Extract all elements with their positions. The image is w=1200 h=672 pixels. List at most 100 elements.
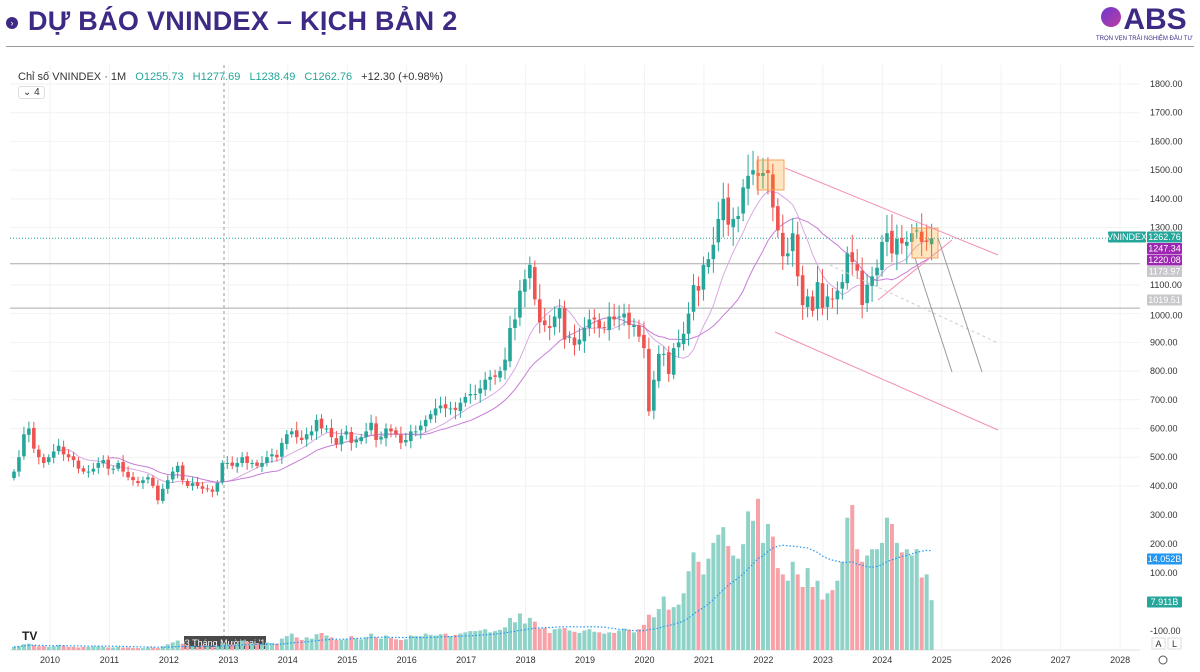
candle-body (230, 462, 235, 466)
candle-body (319, 418, 324, 429)
candle-body (642, 334, 646, 349)
y-tick-label: 600.00 (1150, 424, 1178, 434)
candle-body (448, 408, 453, 410)
volume-bar (448, 636, 453, 650)
candle-body (785, 253, 790, 257)
volume-bar (517, 613, 522, 650)
volume-bar (741, 544, 746, 650)
volume-bar (865, 555, 870, 650)
x-tick-label: 2026 (991, 655, 1011, 665)
volume-bar (751, 520, 756, 650)
candle-body (51, 451, 56, 458)
candle-body (761, 173, 765, 176)
volume-bar (324, 635, 329, 650)
candle-body (329, 427, 334, 438)
candle-body (716, 218, 721, 243)
candle-body (890, 230, 894, 254)
candle-body (919, 231, 924, 242)
volume-bar (508, 617, 512, 650)
candle-body (696, 286, 701, 291)
candle-body (860, 270, 864, 306)
volume-bar (557, 628, 562, 650)
candle-body (96, 462, 101, 468)
candle-body (12, 471, 16, 479)
ohlc-close: C1262.76 (304, 71, 353, 83)
symbol-label[interactable]: Chỉ số VNINDEX · 1M (18, 71, 127, 83)
volume-bar (230, 644, 235, 650)
volume-bar (215, 646, 220, 650)
candle-body (255, 462, 259, 466)
candle-body (572, 337, 577, 346)
volume-bar (200, 645, 205, 650)
candle-body (552, 316, 557, 328)
x-tick-label: 2016 (397, 655, 417, 665)
x-tick-label: 2025 (932, 655, 952, 665)
x-tick-label: 2013 (218, 655, 238, 665)
volume-bar (875, 549, 880, 650)
candle-body (468, 394, 473, 396)
volume-bar (16, 646, 21, 650)
volume-ma-line (13, 544, 932, 648)
volume-bar (364, 637, 369, 650)
candle-body (91, 468, 96, 472)
x-tick-label: 2023 (813, 655, 833, 665)
candle-body (151, 477, 155, 486)
volume-bar (41, 646, 46, 650)
candle-body (418, 425, 423, 431)
volume-bar (334, 639, 339, 650)
volume-bar (884, 517, 889, 650)
moving-average-line (58, 190, 932, 484)
volume-bar (582, 630, 587, 650)
candle-body (602, 327, 607, 329)
candle-body (399, 434, 403, 443)
y-tick-label: 1600.00 (1150, 136, 1183, 146)
candle-body (235, 462, 239, 467)
candle-body (597, 320, 602, 329)
volume-bar (131, 648, 136, 650)
candle-body (790, 233, 795, 252)
volume-bar (473, 631, 478, 650)
bullet-icon: › (6, 17, 18, 29)
candle-body (567, 336, 572, 338)
volume-bar (413, 636, 418, 650)
candle-body (830, 298, 835, 300)
volume-bar (349, 636, 354, 650)
volume-bar (880, 542, 884, 650)
candle-body (557, 307, 562, 319)
indicators-toggle[interactable]: ⌄ 4 (18, 86, 45, 99)
candle-body (845, 253, 850, 284)
candle-body (835, 290, 840, 300)
volume-bar (661, 596, 666, 650)
candle-body (592, 317, 597, 320)
volume-bar (760, 542, 765, 650)
volume-bar (136, 648, 140, 650)
candle-body (542, 320, 547, 326)
candle-body (215, 483, 220, 492)
volume-bar (106, 647, 111, 650)
volume-bar (929, 600, 934, 650)
candle-body (41, 457, 46, 463)
settings-gear-icon[interactable] (1158, 655, 1168, 665)
candle-body (701, 264, 706, 290)
volume-bar (904, 549, 909, 650)
candle-body (652, 379, 656, 411)
volume-bar (860, 561, 865, 650)
candle-body (627, 312, 631, 326)
candle-body (582, 328, 587, 342)
volume-bar (423, 633, 428, 650)
volume-bar (126, 647, 131, 650)
candle-body (364, 431, 368, 438)
volume-bar (780, 574, 785, 650)
y-tick-label: 500.00 (1150, 452, 1178, 462)
volume-bar (329, 637, 334, 650)
volume-bar (245, 641, 250, 650)
scale-button-a[interactable] (1151, 637, 1166, 650)
volume-bar (686, 571, 691, 650)
candle-body (483, 379, 487, 390)
candle-body (810, 296, 815, 311)
volume-bar (716, 534, 721, 650)
candle-body (513, 319, 517, 329)
candle-body (478, 388, 483, 394)
scale-button-l[interactable] (1167, 637, 1182, 650)
